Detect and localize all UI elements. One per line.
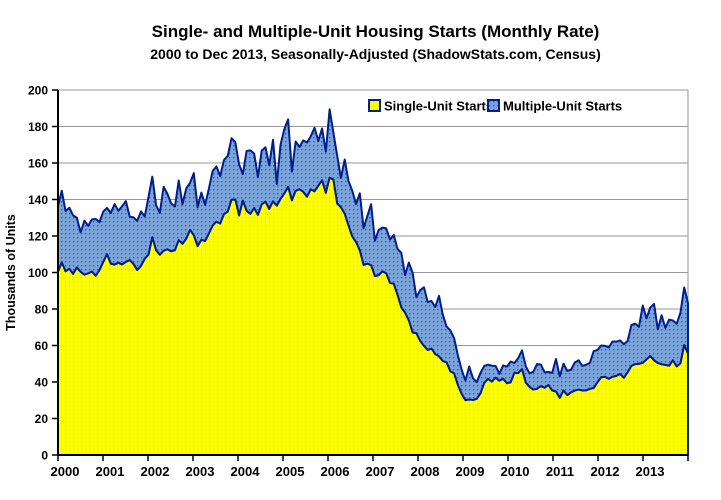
legend-label-multiple: Multiple-Unit Starts xyxy=(503,99,622,114)
x-tick-label: 2003 xyxy=(186,464,215,479)
x-tick-label: 2002 xyxy=(141,464,170,479)
x-tick-label: 2001 xyxy=(96,464,125,479)
x-tick-label: 2013 xyxy=(636,464,665,479)
y-tick-label: 180 xyxy=(28,120,48,134)
legend-label-single: Single-Unit Starts xyxy=(384,99,493,114)
y-tick-label: 20 xyxy=(35,412,49,426)
single-unit-area xyxy=(57,176,689,456)
legend-marker-single-icon xyxy=(368,99,381,112)
x-tick-label: 2008 xyxy=(411,464,440,479)
y-tick-label: 120 xyxy=(28,230,48,244)
y-tick-label: 200 xyxy=(28,84,48,98)
y-tick-label: 0 xyxy=(41,449,48,463)
x-tick-label: 2005 xyxy=(276,464,305,479)
y-tick-label: 40 xyxy=(35,376,49,390)
chart-title: Single- and Multiple-Unit Housing Starts… xyxy=(151,22,600,41)
legend-marker-multiple-icon xyxy=(487,99,500,112)
chart-subtitle: 2000 to Dec 2013, Seasonally-Adjusted (S… xyxy=(150,46,601,62)
x-tick-label: 2011 xyxy=(546,464,574,479)
x-tick-label: 2006 xyxy=(321,464,350,479)
x-tick-label: 2009 xyxy=(456,464,485,479)
x-tick-label: 2004 xyxy=(231,464,261,479)
x-tick-label: 2010 xyxy=(501,464,530,479)
x-tick-label: 2012 xyxy=(591,464,620,479)
x-tick-label: 2000 xyxy=(51,464,80,479)
y-tick-label: 140 xyxy=(28,193,48,207)
y-tick-label: 60 xyxy=(35,339,49,353)
y-tick-label: 100 xyxy=(28,266,48,280)
y-tick-label: 160 xyxy=(28,157,48,171)
y-tick-label: 80 xyxy=(35,303,49,317)
y-axis-title: Thousands of Units xyxy=(4,214,18,331)
x-tick-label: 2007 xyxy=(366,464,395,479)
